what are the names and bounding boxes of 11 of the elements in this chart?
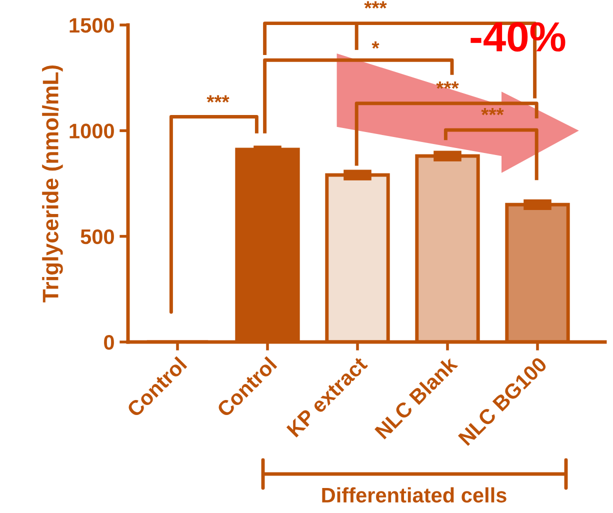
x-axis-title: Differentiated cells — [322, 487, 506, 503]
y-axis-title: Triglyceride (nmol/mL) — [42, 65, 63, 302]
y-tick-label: 1000 — [70, 124, 114, 138]
y-tick-label: 500 — [80, 229, 114, 244]
y-tick-label: 0 — [104, 335, 114, 350]
annotation: *** — [481, 108, 504, 116]
annotation: * — [372, 41, 380, 49]
annotation: *** — [436, 82, 459, 89]
text: *** — [364, 1, 387, 8]
annotation: *** — [206, 95, 230, 103]
y-tick-label: 1500 — [70, 18, 114, 33]
